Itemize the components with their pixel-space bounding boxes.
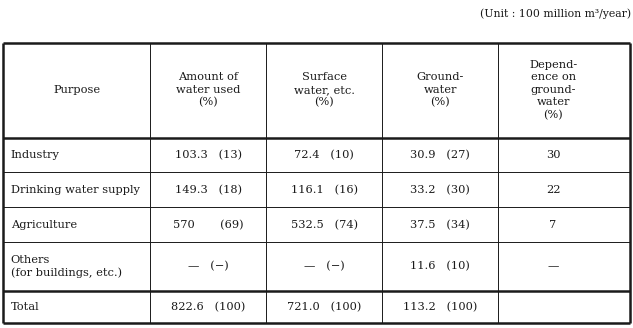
Text: —   (−): — (−)	[304, 261, 345, 272]
Text: 72.4   (10): 72.4 (10)	[294, 150, 354, 160]
Text: Ground-
water
(%): Ground- water (%)	[417, 72, 464, 108]
Text: 30.9   (27): 30.9 (27)	[410, 150, 470, 160]
Text: Depend-
ence on
ground-
water
(%): Depend- ence on ground- water (%)	[529, 60, 577, 120]
Text: 113.2   (100): 113.2 (100)	[403, 302, 477, 312]
Text: Others
(for buildings, etc.): Others (for buildings, etc.)	[11, 255, 122, 278]
Text: Purpose: Purpose	[53, 85, 101, 95]
Text: 37.5   (34): 37.5 (34)	[410, 219, 470, 230]
Text: 22: 22	[546, 185, 560, 195]
Text: Total: Total	[11, 302, 39, 312]
Text: 721.0   (100): 721.0 (100)	[287, 302, 361, 312]
Text: 33.2   (30): 33.2 (30)	[410, 185, 470, 195]
Text: 11.6   (10): 11.6 (10)	[410, 261, 470, 272]
Text: 103.3   (13): 103.3 (13)	[175, 150, 242, 160]
Text: 7: 7	[549, 220, 556, 230]
Text: 532.5   (74): 532.5 (74)	[291, 219, 358, 230]
Text: 570       (69): 570 (69)	[173, 219, 244, 230]
Text: Drinking water supply: Drinking water supply	[11, 185, 140, 195]
Text: 822.6   (100): 822.6 (100)	[171, 302, 246, 312]
Text: (Unit : 100 million m³/year): (Unit : 100 million m³/year)	[480, 8, 631, 19]
Text: 149.3   (18): 149.3 (18)	[175, 185, 242, 195]
Text: Industry: Industry	[11, 150, 60, 160]
Text: Surface
water, etc.
(%): Surface water, etc. (%)	[294, 72, 355, 108]
Text: —   (−): — (−)	[188, 261, 229, 272]
Text: —: —	[548, 261, 559, 272]
Text: 30: 30	[546, 150, 560, 160]
Text: 116.1   (16): 116.1 (16)	[291, 185, 358, 195]
Text: Agriculture: Agriculture	[11, 220, 77, 230]
Text: Amount of
water used
(%): Amount of water used (%)	[176, 72, 241, 108]
